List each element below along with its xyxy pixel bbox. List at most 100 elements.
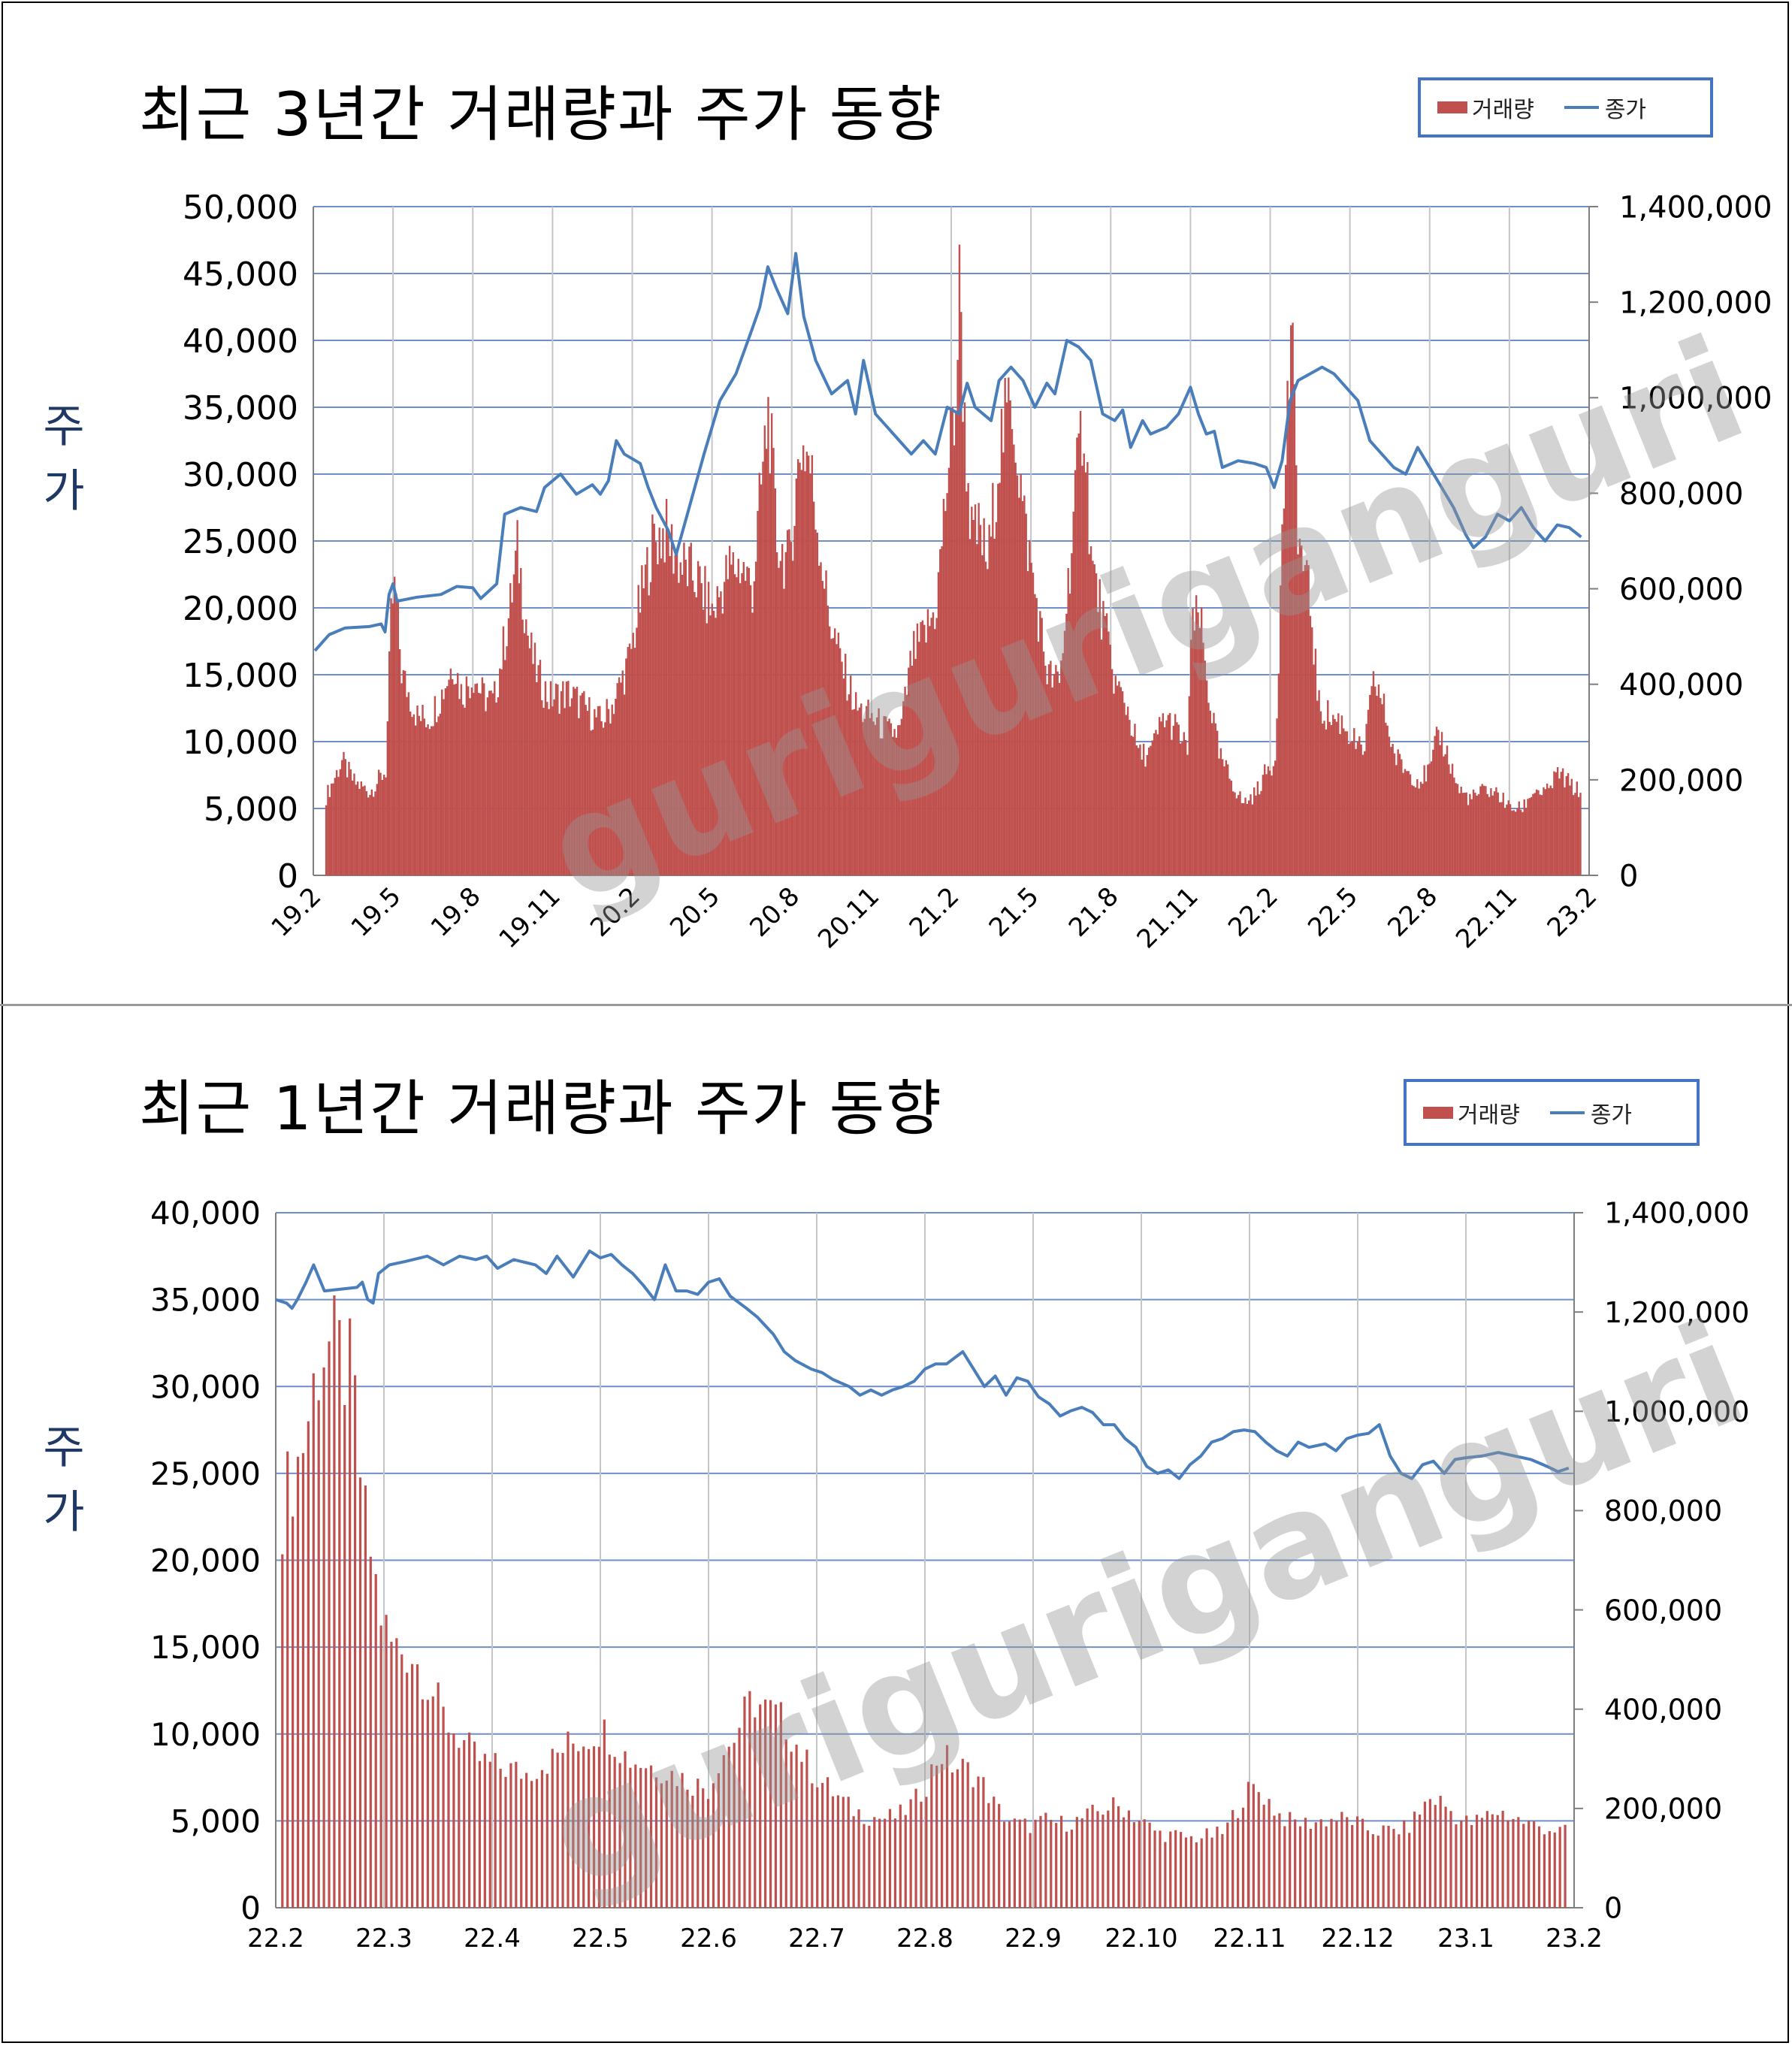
volume-bar: [1414, 787, 1417, 875]
volume-bar: [382, 775, 385, 875]
volume-bar: [1018, 1819, 1021, 1908]
volume-bar: [365, 790, 368, 875]
volume-bar: [1488, 796, 1491, 875]
y-axis-label-char: 주: [43, 400, 85, 453]
volume-bar: [784, 1739, 787, 1908]
volume-bar: [618, 677, 621, 875]
volume-bar: [627, 647, 629, 875]
volume-bar: [1330, 1818, 1333, 1908]
volume-bar: [1081, 465, 1083, 875]
volume-bar: [509, 583, 512, 875]
x-tick-label: 23.2: [1542, 881, 1603, 943]
volume-bar: [377, 769, 380, 875]
volume-bar: [597, 706, 600, 875]
volume-bar: [1455, 783, 1457, 875]
volume-bar: [1109, 645, 1111, 875]
volume-bar: [485, 711, 487, 875]
volume-bar: [1009, 400, 1011, 875]
volume-bar: [449, 668, 452, 875]
volume-bar: [978, 503, 980, 875]
volume-bar: [648, 595, 650, 875]
volume-bar: [1374, 686, 1376, 875]
y-axis-label-char: 가: [43, 465, 85, 518]
volume-bar: [1298, 538, 1301, 875]
volume-bar: [1534, 793, 1536, 875]
volume-bar: [662, 528, 664, 875]
volume-bar: [1516, 808, 1519, 875]
volume-bar: [437, 1682, 440, 1908]
volume-bar: [807, 455, 810, 875]
volume-bar: [920, 621, 922, 875]
y-axis-label: 주 가: [34, 1416, 94, 1545]
y-axis-label: 주 가: [34, 394, 94, 524]
volume-bar: [967, 482, 969, 875]
volume-bar: [385, 1615, 388, 1908]
volume-bar: [369, 794, 371, 875]
volume-bar: [343, 1404, 346, 1908]
volume-bar: [521, 619, 524, 875]
volume-bar: [567, 1731, 570, 1908]
volume-bar: [695, 597, 697, 875]
volume-bar: [1398, 1834, 1401, 1908]
volume-bar: [1411, 784, 1413, 875]
volume-bar: [888, 1809, 892, 1908]
volume-bar: [1514, 811, 1517, 875]
y-tick-label: 20,000: [183, 590, 298, 628]
volume-bar: [1002, 1821, 1006, 1908]
volume-bar: [1050, 660, 1052, 875]
volume-bar: [431, 726, 433, 875]
volume-bar: [546, 702, 548, 875]
volume-bar: [1281, 524, 1283, 875]
volume-bar: [920, 1801, 923, 1908]
volume-bar: [879, 738, 882, 875]
volume-bar: [630, 648, 633, 875]
volume-bar: [809, 473, 811, 875]
volume-bar: [338, 1319, 341, 1908]
volume-bar: [1098, 579, 1101, 875]
volume-bar: [576, 686, 579, 875]
volume-bar: [504, 1776, 507, 1908]
volume-bar: [553, 699, 555, 875]
volume-bar: [1327, 700, 1329, 875]
y-tick-label: 10,000: [183, 724, 298, 762]
volume-bar: [1118, 681, 1120, 875]
volume-bar: [681, 1772, 684, 1908]
volume-bar: [791, 561, 794, 875]
volume-bar: [1210, 1837, 1213, 1908]
volume-bar: [1226, 1822, 1229, 1908]
volume-bar: [397, 599, 400, 875]
volume-bar: [1113, 694, 1115, 875]
volume-bar: [409, 711, 412, 875]
volume-bar: [1083, 453, 1085, 875]
volume-bar: [651, 514, 654, 875]
volume-bar: [390, 598, 392, 875]
volume-bar: [1070, 1830, 1074, 1908]
volume-bar: [1491, 1814, 1494, 1908]
volume-bar: [1014, 462, 1017, 875]
volume-bar: [292, 1516, 295, 1908]
volume-bar: [1137, 748, 1140, 875]
volume-bar: [1388, 736, 1391, 875]
volume-bar: [1323, 721, 1325, 875]
volume-bar: [1418, 788, 1420, 875]
volume-bar: [1197, 612, 1199, 875]
volume-bar: [1060, 1815, 1063, 1908]
volume-bar: [942, 498, 945, 875]
volume-bar: [709, 615, 712, 875]
volume-bar: [1564, 787, 1566, 875]
volume-bar: [1247, 1782, 1250, 1908]
volume-bar: [452, 1733, 455, 1908]
volume-bar: [416, 705, 419, 875]
volume-bar: [1427, 764, 1429, 875]
volume-bar: [499, 1769, 502, 1908]
volume-bar: [393, 576, 396, 875]
volume-bar: [1221, 1833, 1224, 1908]
volume-bar: [800, 470, 803, 875]
volume-bar: [608, 1754, 611, 1908]
volume-bar: [657, 564, 659, 875]
volume-bar: [667, 528, 669, 875]
volume-bar: [465, 676, 468, 875]
x-tick-label: 20.11: [812, 881, 885, 954]
volume-bar: [1365, 724, 1367, 875]
volume-bar: [812, 501, 815, 875]
